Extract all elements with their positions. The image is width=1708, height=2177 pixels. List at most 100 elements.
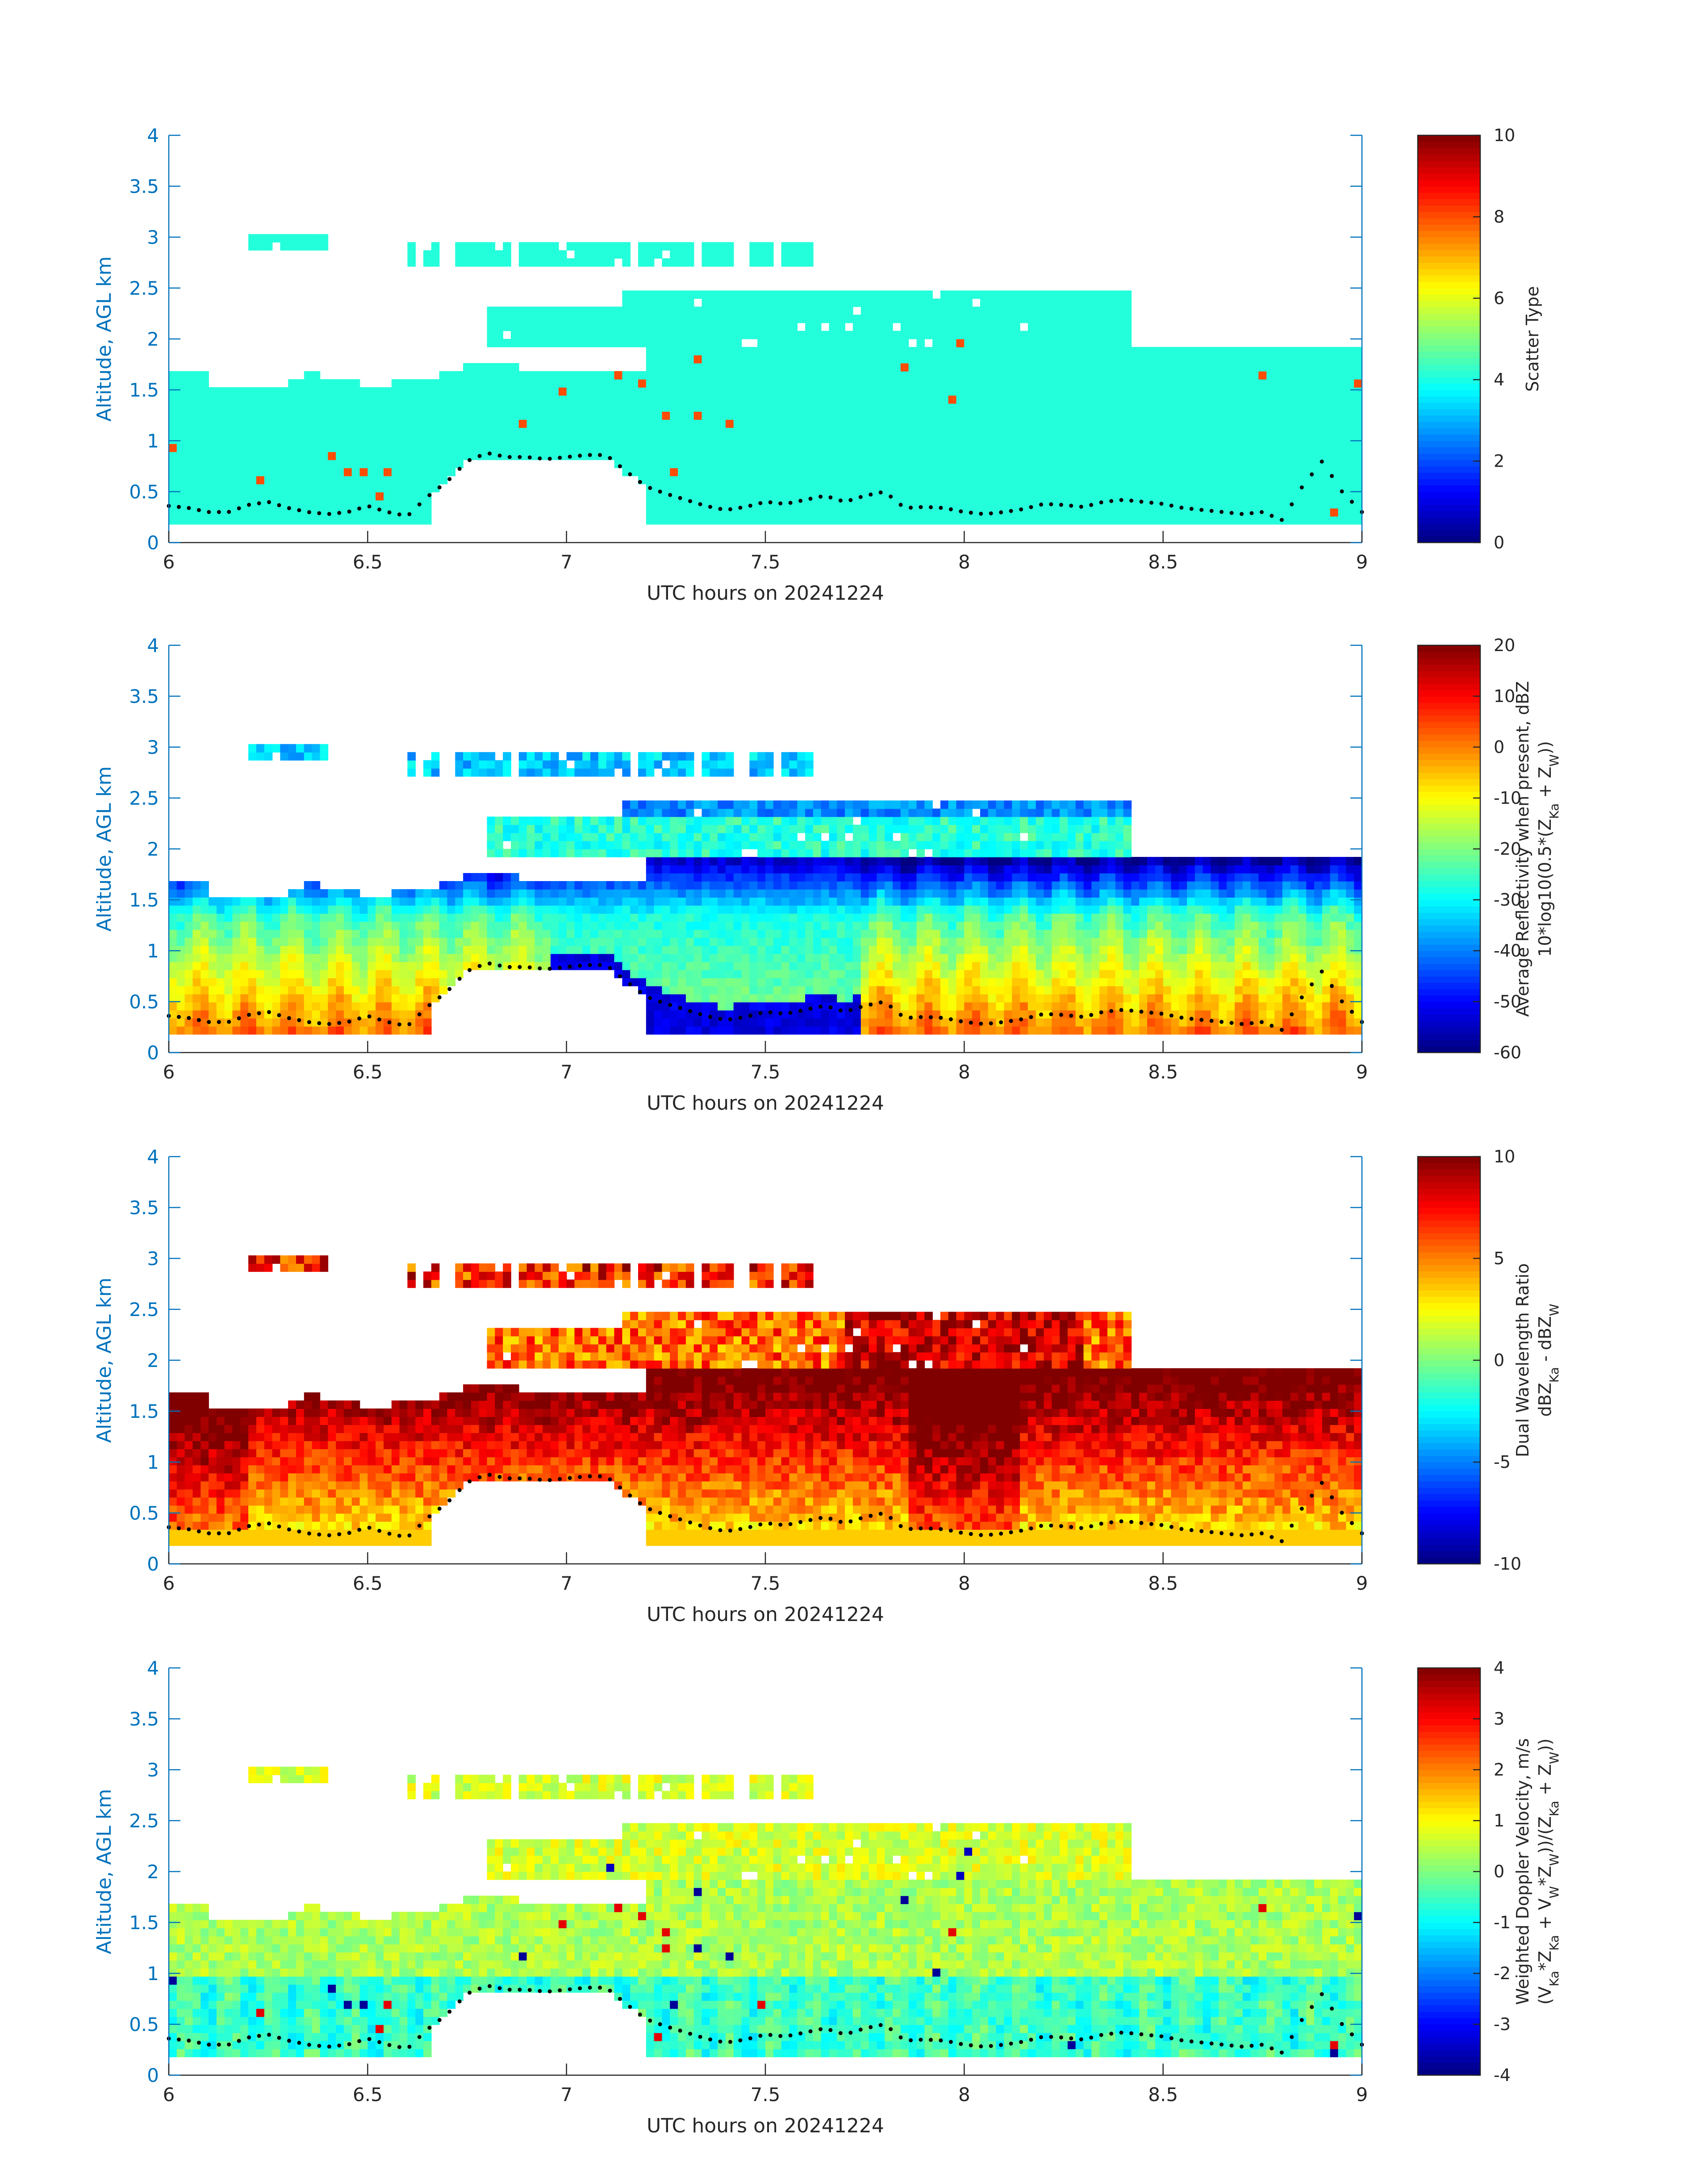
heatmap-cell: [184, 403, 193, 412]
heatmap-cell: [209, 403, 217, 412]
heatmap-cell: [192, 379, 201, 388]
heatmap-cell: [240, 411, 249, 420]
heatmap-cell: [176, 460, 185, 468]
heatmap-cell: [200, 387, 209, 396]
heatmap-cell: [248, 403, 257, 412]
heatmap-cell: [176, 476, 185, 485]
heatmap-cell: [176, 516, 185, 525]
heatmap-cell: [169, 411, 177, 420]
heatmap-cell: [209, 468, 217, 476]
heatmap-cell: [232, 492, 241, 501]
heatmap-cell: [209, 451, 217, 460]
heatmap-cell: [256, 468, 265, 476]
heatmap-cell: [240, 443, 249, 452]
heatmap-cell: [216, 427, 225, 436]
heatmap-cell: [232, 460, 241, 468]
heatmap-cell: [184, 468, 193, 476]
heatmap-cells: [169, 234, 1362, 525]
heatmap-cell: [209, 387, 217, 396]
heatmap-cell: [224, 468, 233, 476]
heatmap-cell: [184, 395, 193, 404]
heatmap-cell: [216, 492, 225, 501]
heatmap-cell: [224, 443, 233, 452]
heatmap-cell: [232, 484, 241, 493]
heatmap-cell: [200, 476, 209, 485]
heatmap-cell: [169, 371, 177, 380]
heatmap-cell: [209, 476, 217, 485]
heatmap-cell: [240, 508, 249, 517]
heatmap-cell: [192, 403, 201, 412]
heatmap-cell: [200, 492, 209, 501]
heatmap-cell: [232, 403, 241, 412]
heatmap-cell: [200, 500, 209, 509]
heatmap-cell: [256, 484, 265, 493]
heatmap-cell: [216, 443, 225, 452]
heatmap-cell: [169, 403, 177, 412]
heatmap-cell: [209, 492, 217, 501]
heatmap-cell: [200, 435, 209, 444]
heatmap-cell: [240, 419, 249, 428]
heatmap-cell: [192, 435, 201, 444]
heatmap-cell: [240, 435, 249, 444]
heatmap-cell: [184, 435, 193, 444]
heatmap-cell: [248, 484, 257, 493]
heatmap-cell: [169, 484, 177, 493]
heatmap-cell: [248, 443, 257, 452]
heatmap-cell: [200, 460, 209, 468]
heatmap-cell: [192, 484, 201, 493]
heatmap-cell: [184, 460, 193, 468]
heatmap-cell: [176, 427, 185, 436]
heatmap-cell: [176, 508, 185, 517]
heatmap-cell: [192, 443, 201, 452]
heatmap-cell: [216, 435, 225, 444]
heatmap-cell: [232, 468, 241, 476]
heatmap-cell: [248, 492, 257, 501]
heatmap-cell: [256, 460, 265, 468]
heatmap-cell: [184, 500, 193, 509]
heatmap-cell: [169, 379, 177, 388]
heatmap-cell: [169, 395, 177, 404]
heatmap-cell: [169, 500, 177, 509]
heatmap-cell: [232, 419, 241, 428]
heatmap-cell: [184, 427, 193, 436]
heatmap-cell: [256, 516, 265, 525]
heatmap-cell: [256, 508, 265, 517]
heatmap-cell: [256, 492, 265, 501]
heatmap-cell: [256, 476, 265, 485]
heatmap-cell: [216, 476, 225, 485]
heatmap-cell: [224, 435, 233, 444]
heatmap-cell: [240, 492, 249, 501]
heatmap-cell: [184, 516, 193, 525]
heatmap-cell: [216, 411, 225, 420]
heatmap-cell: [169, 468, 177, 476]
heatmap-cell: [224, 451, 233, 460]
heatmap-cell: [184, 419, 193, 428]
heatmap-cell: [224, 419, 233, 428]
heatmap-cell: [200, 411, 209, 420]
heatmap-cell: [209, 419, 217, 428]
heatmap-cell: [184, 379, 193, 388]
heatmap-cell: [200, 484, 209, 493]
heatmap-cell: [192, 516, 201, 525]
heatmap-cell: [192, 427, 201, 436]
heatmap-cell: [176, 371, 185, 380]
heatmap-cell: [209, 427, 217, 436]
heatmap-cell: [200, 451, 209, 460]
heatmap-cell: [200, 419, 209, 428]
heatmap-cell: [184, 476, 193, 485]
heatmap-cell: [224, 500, 233, 509]
heatmap-cell: [184, 484, 193, 493]
heatmap-cell: [200, 403, 209, 412]
heatmap-cell: [200, 468, 209, 476]
heatmap-cell: [192, 460, 201, 468]
heatmap-cell: [200, 371, 209, 380]
heatmap-cell: [232, 411, 241, 420]
heatmap-cell: [209, 395, 217, 404]
heatmap-cell: [192, 411, 201, 420]
heatmap-cell: [200, 379, 209, 388]
heatmap-cell: [248, 460, 257, 468]
heatmap-cell: [184, 451, 193, 460]
heatmap-cell: [248, 234, 257, 242]
